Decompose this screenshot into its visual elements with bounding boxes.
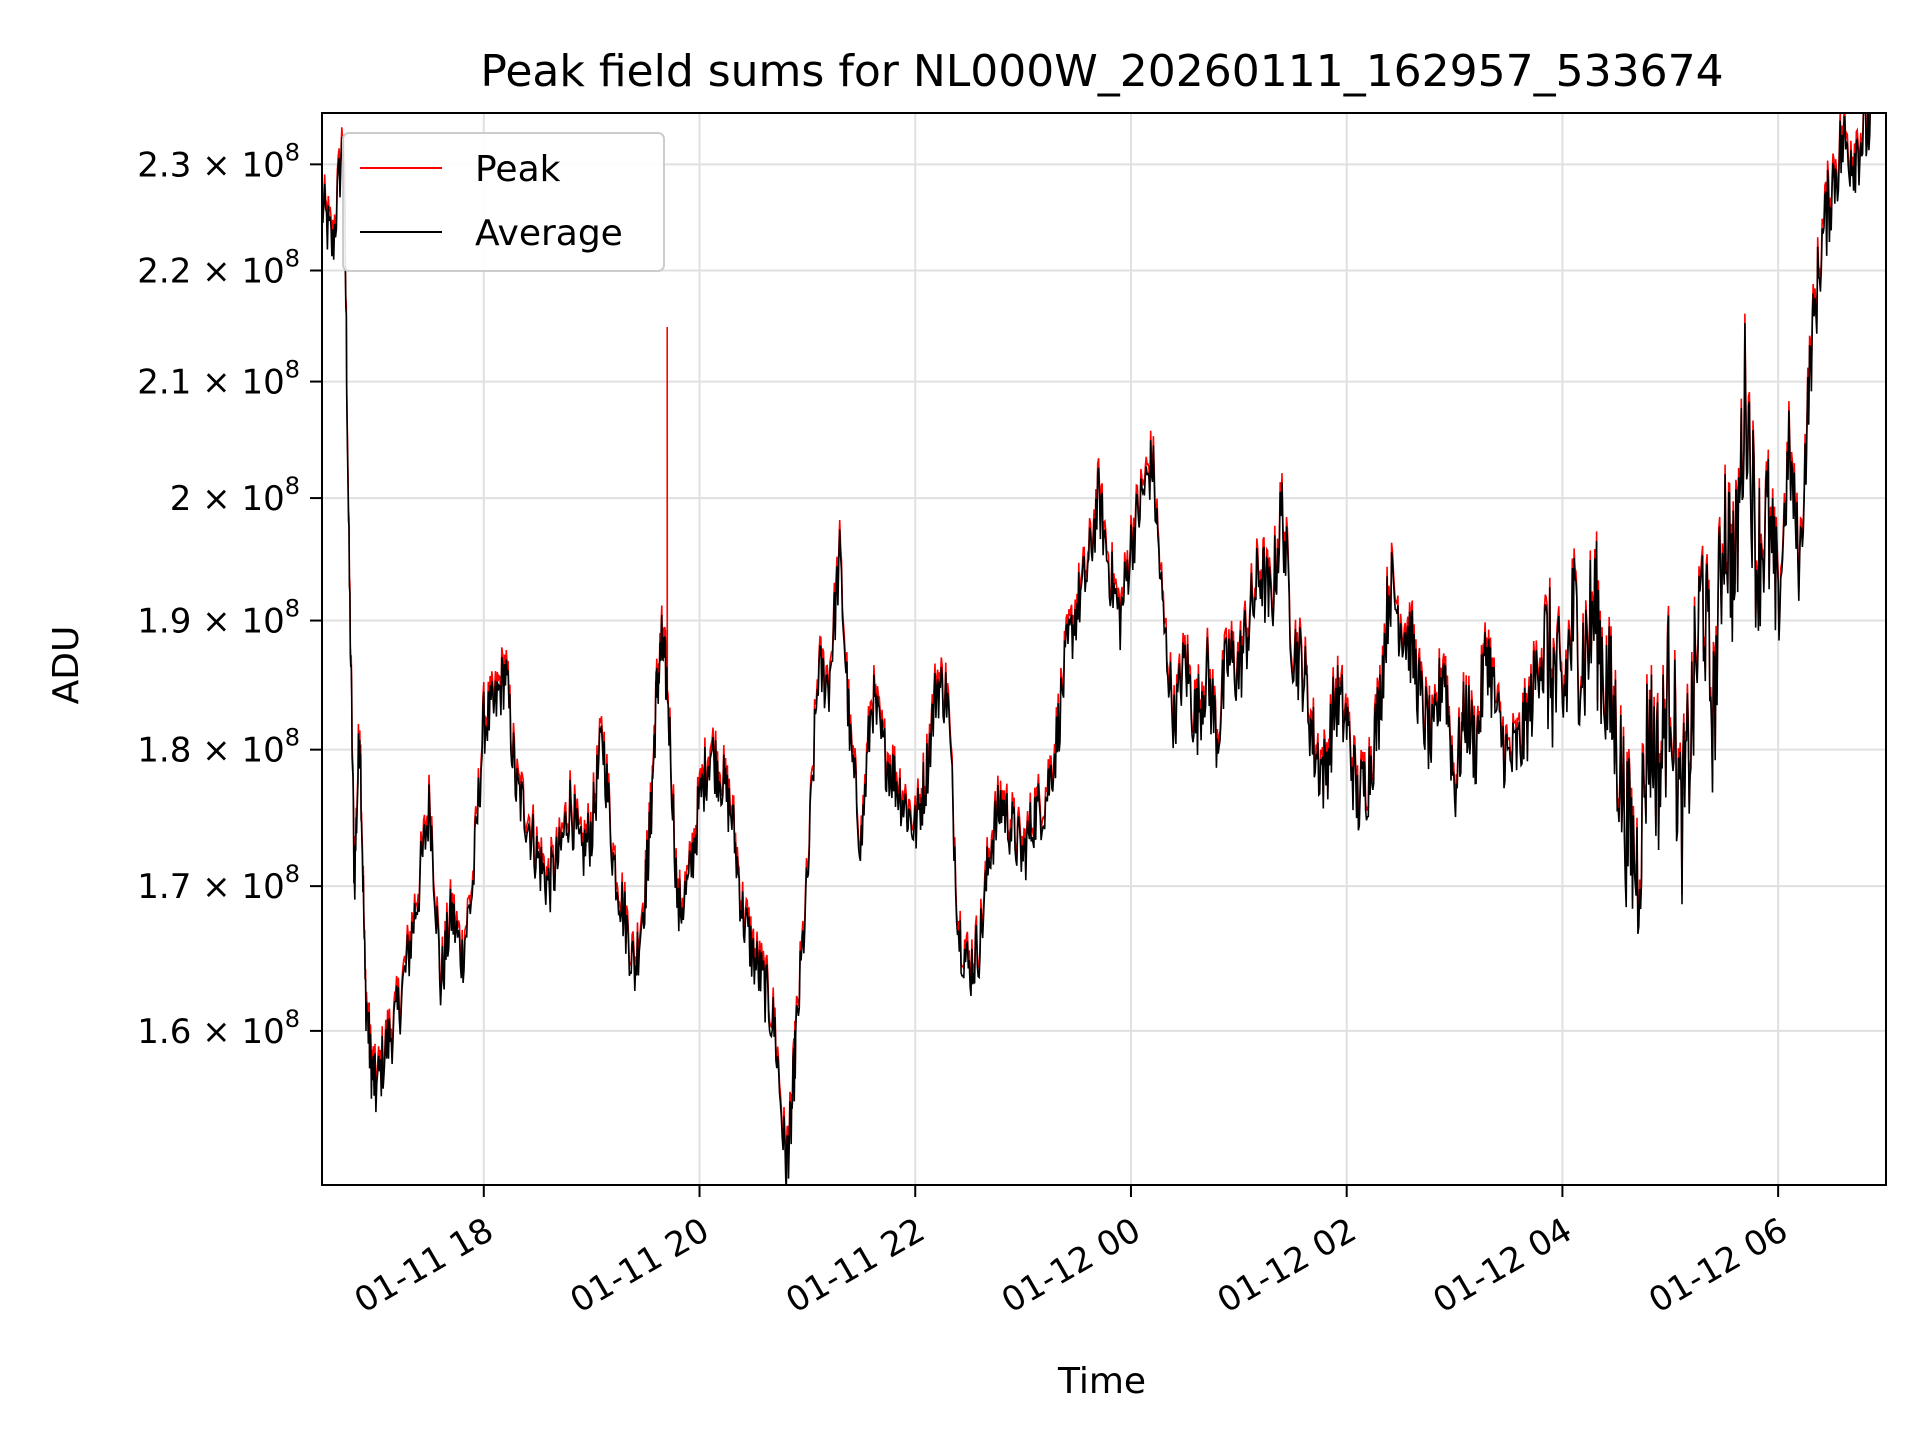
legend-average-label: Average <box>475 213 623 254</box>
y-axis-label: ADU <box>46 626 87 705</box>
legend-peak-label: Peak <box>475 149 561 190</box>
y-tick-label: 1.9 × 108 <box>137 595 300 642</box>
y-tick-label: 1.8 × 108 <box>137 724 300 771</box>
legend: Peak Average <box>342 132 665 272</box>
grid-lines <box>322 113 1886 1185</box>
x-tick-label: 01-11 20 <box>564 1210 716 1321</box>
x-axis-label: Time <box>1057 1361 1146 1402</box>
y-tick-label: 2.3 × 108 <box>137 138 300 185</box>
y-tick-label: 2 × 108 <box>170 472 300 519</box>
y-tick-label: 1.7 × 108 <box>137 860 300 907</box>
x-tick-label: 01-12 00 <box>995 1210 1147 1321</box>
x-tick-label: 01-12 02 <box>1211 1210 1363 1321</box>
x-tick-label: 01-12 04 <box>1427 1210 1579 1321</box>
x-tick-label: 01-11 18 <box>348 1210 500 1321</box>
series-layer <box>322 113 1876 1185</box>
plot-frame <box>321 112 1887 1186</box>
y-tick-label: 1.6 × 108 <box>137 1005 300 1052</box>
series-average-line <box>322 113 1876 1185</box>
chart-title: Peak field sums for NL000W_20260111_1629… <box>480 46 1723 97</box>
x-tick-label: 01-11 22 <box>779 1210 931 1321</box>
y-tick-label: 2.2 × 108 <box>137 244 300 291</box>
y-tick-label: 2.1 × 108 <box>137 356 300 403</box>
axis-ticks: 01-11 18 01-11 20 01-11 22 01-12 00 01-12 02… <box>137 138 1794 1321</box>
x-tick-label: 01-12 06 <box>1642 1210 1794 1321</box>
